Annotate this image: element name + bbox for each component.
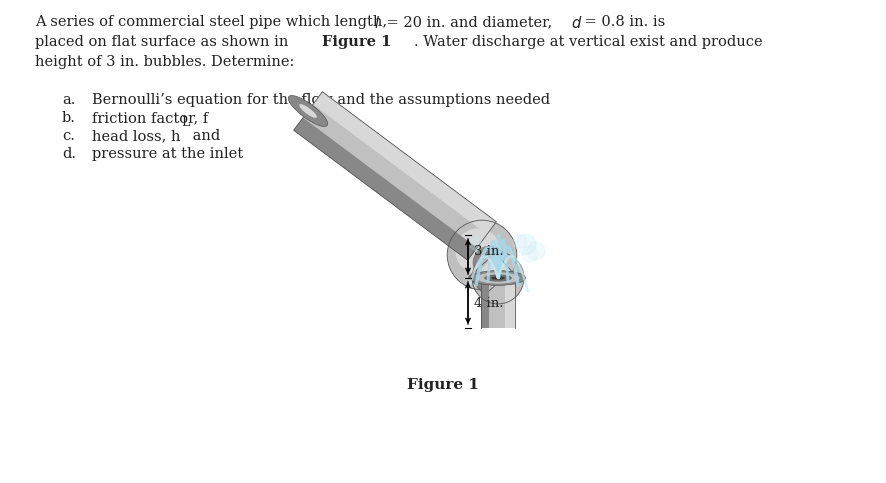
Text: A series of commercial steel pipe which length,: A series of commercial steel pipe which … (35, 15, 392, 29)
Text: 3 in.: 3 in. (473, 245, 503, 258)
Polygon shape (468, 269, 493, 295)
Text: Figure 1: Figure 1 (323, 35, 392, 49)
Text: = 0.8 in. is: = 0.8 in. is (579, 15, 664, 29)
Circle shape (455, 228, 500, 274)
Circle shape (471, 252, 524, 304)
Circle shape (516, 234, 535, 254)
Text: a.: a. (62, 93, 75, 107)
Text: Bernoulli’s equation for the flow and the assumptions needed: Bernoulli’s equation for the flow and th… (92, 93, 549, 107)
Text: L: L (181, 116, 190, 129)
Ellipse shape (484, 274, 511, 282)
Circle shape (512, 234, 526, 248)
Circle shape (526, 242, 544, 260)
Circle shape (447, 220, 517, 290)
Text: head loss, h: head loss, h (92, 129, 180, 143)
Polygon shape (293, 118, 477, 260)
Text: = 20 in. and diameter,: = 20 in. and diameter, (382, 15, 556, 29)
Text: $l$: $l$ (373, 15, 379, 31)
Text: . Water discharge at vertical exist and produce: . Water discharge at vertical exist and … (413, 35, 761, 49)
Text: Figure 1: Figure 1 (407, 378, 478, 392)
Polygon shape (313, 92, 496, 234)
Text: d.: d. (62, 147, 76, 161)
Polygon shape (486, 253, 511, 279)
Circle shape (480, 261, 509, 289)
Text: height of 3 in. bubbles. Determine:: height of 3 in. bubbles. Determine: (35, 55, 294, 69)
Circle shape (522, 246, 538, 262)
Text: friction factor, f: friction factor, f (92, 111, 208, 125)
Polygon shape (504, 278, 515, 328)
Text: pressure at the inlet: pressure at the inlet (92, 147, 243, 161)
Ellipse shape (491, 276, 504, 280)
Polygon shape (293, 92, 496, 260)
Ellipse shape (476, 272, 519, 284)
Text: b.: b. (62, 111, 76, 125)
Polygon shape (468, 253, 511, 295)
Text: 4 in.: 4 in. (473, 297, 503, 310)
Ellipse shape (299, 104, 316, 118)
Circle shape (470, 238, 481, 250)
Text: and: and (188, 129, 220, 143)
Circle shape (472, 245, 507, 281)
Text: placed on flat surface as shown in: placed on flat surface as shown in (35, 35, 292, 49)
Text: $d$: $d$ (571, 15, 582, 31)
Polygon shape (480, 278, 515, 328)
Ellipse shape (288, 96, 327, 127)
Ellipse shape (470, 270, 525, 285)
Text: c.: c. (62, 129, 74, 143)
Polygon shape (480, 278, 489, 328)
